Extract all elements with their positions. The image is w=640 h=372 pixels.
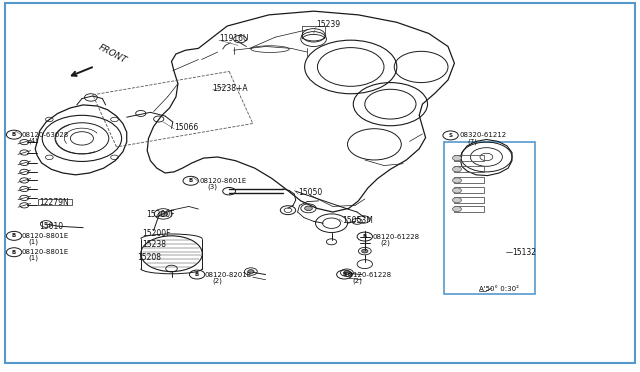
Circle shape <box>344 271 350 275</box>
Circle shape <box>452 155 461 161</box>
Bar <box>454 166 484 172</box>
Bar <box>454 177 484 183</box>
Text: 15239: 15239 <box>316 20 340 29</box>
Circle shape <box>159 211 168 217</box>
Text: (3): (3) <box>207 183 218 190</box>
Text: (2): (2) <box>212 277 222 284</box>
Text: 08120-8801E: 08120-8801E <box>21 249 68 255</box>
Circle shape <box>248 270 254 273</box>
Text: 08320-61212: 08320-61212 <box>460 132 507 138</box>
Circle shape <box>452 198 461 203</box>
Bar <box>38 199 72 205</box>
Text: 11916U: 11916U <box>219 34 248 43</box>
Text: (2): (2) <box>352 277 362 284</box>
Circle shape <box>305 206 312 211</box>
Circle shape <box>452 167 461 172</box>
Bar <box>454 155 484 161</box>
Bar <box>444 142 535 294</box>
Text: 08120-8201E: 08120-8201E <box>205 272 252 278</box>
Circle shape <box>362 249 368 253</box>
Text: 12279N: 12279N <box>40 198 69 207</box>
Text: (1): (1) <box>29 255 39 262</box>
Bar <box>454 187 484 193</box>
Text: 15238: 15238 <box>142 240 166 248</box>
Text: 15050: 15050 <box>298 188 323 197</box>
Text: 08120-63028: 08120-63028 <box>21 132 68 138</box>
Circle shape <box>452 206 461 212</box>
Text: (7): (7) <box>467 138 477 145</box>
Text: 15200F: 15200F <box>142 229 171 238</box>
Text: S: S <box>449 133 452 138</box>
Text: 15066: 15066 <box>174 123 198 132</box>
Text: B: B <box>195 272 199 277</box>
Text: FRONT: FRONT <box>97 43 129 65</box>
Text: 08120-61228: 08120-61228 <box>372 234 420 240</box>
Text: 15200F: 15200F <box>146 210 175 219</box>
Text: (2): (2) <box>380 239 390 246</box>
Text: B: B <box>12 132 16 137</box>
Bar <box>454 206 484 212</box>
Circle shape <box>452 178 461 183</box>
Text: B: B <box>363 234 367 239</box>
Text: A'50° 0:30²: A'50° 0:30² <box>479 286 519 292</box>
Text: 15132: 15132 <box>512 248 536 257</box>
Text: B: B <box>189 178 193 183</box>
Bar <box>454 197 484 203</box>
Text: B: B <box>12 233 16 238</box>
Text: 08120-8801E: 08120-8801E <box>21 233 68 239</box>
Circle shape <box>70 132 93 145</box>
Text: B: B <box>342 272 346 277</box>
Text: 15238+A: 15238+A <box>212 84 248 93</box>
Text: 15053M: 15053M <box>342 216 373 225</box>
Text: 15208: 15208 <box>138 253 161 262</box>
Text: 15010: 15010 <box>40 222 64 231</box>
Text: (4): (4) <box>29 137 38 144</box>
Text: 08120-8601E: 08120-8601E <box>200 178 247 184</box>
Text: (1): (1) <box>29 238 39 245</box>
Text: B: B <box>12 250 16 255</box>
Text: 08120-61228: 08120-61228 <box>344 272 392 278</box>
Circle shape <box>452 188 461 193</box>
Circle shape <box>480 153 493 161</box>
